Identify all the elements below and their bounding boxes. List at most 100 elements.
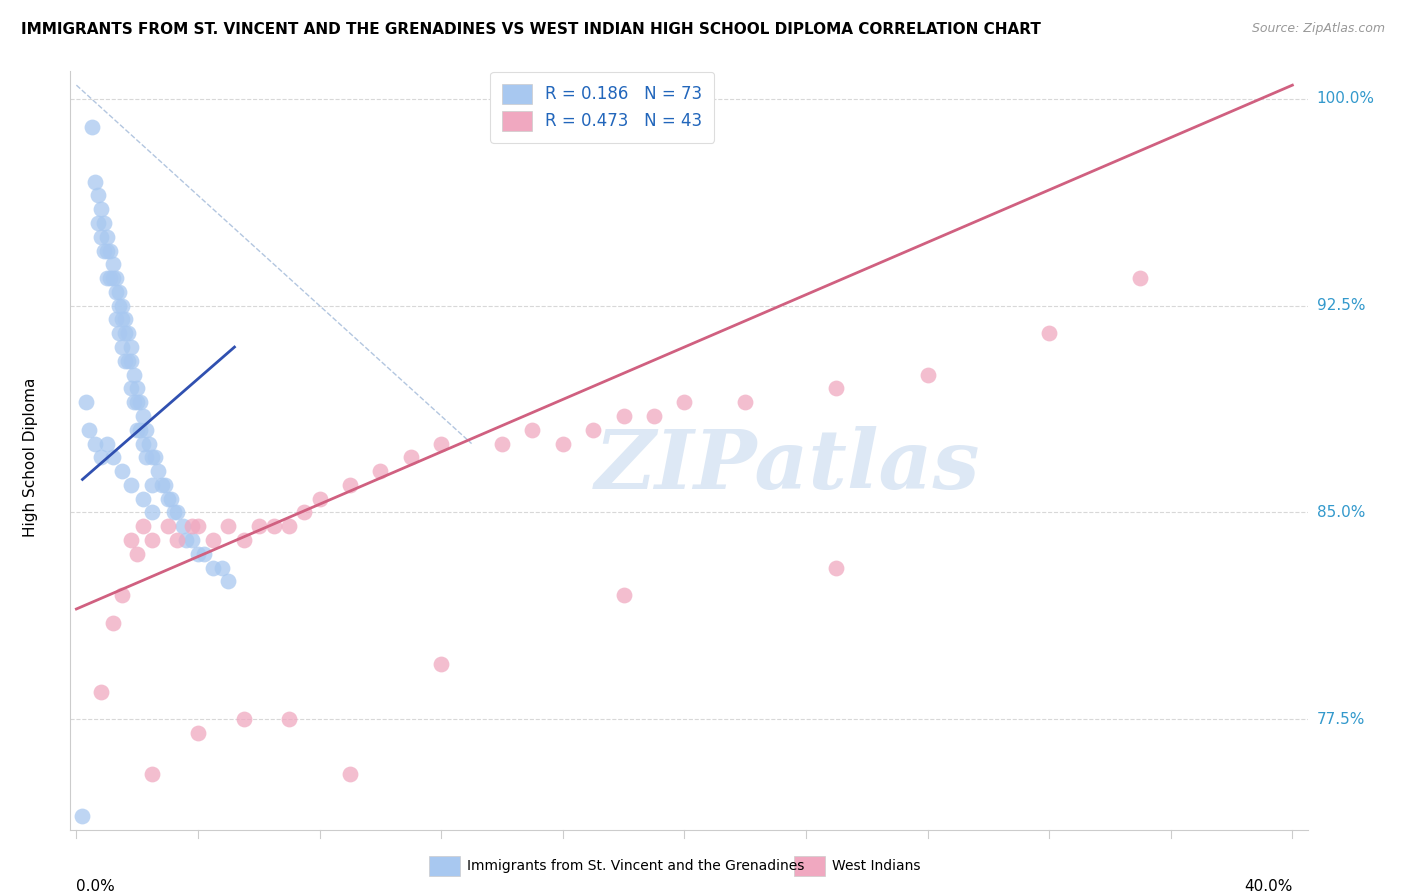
Point [127,547,149,561]
Text: 92.5%: 92.5% [1316,298,1365,313]
Point [141,506,163,520]
Text: Source: ZipAtlas.com: Source: ZipAtlas.com [1251,22,1385,36]
Point [96,436,118,450]
Point [101,450,124,465]
Point [120,533,142,547]
Point [278,519,301,533]
Text: High School Diploma: High School Diploma [24,377,38,537]
Point [98,244,121,258]
Point [148,464,170,478]
Point [339,767,361,781]
Point [90,229,112,244]
Point [430,436,453,450]
Point [141,767,163,781]
Point [114,354,136,368]
Text: 77.5%: 77.5% [1316,712,1365,727]
Point [72,809,94,823]
Point [180,533,202,547]
Point [83,436,105,450]
Point [93,216,115,230]
Point [111,588,134,602]
Point [104,271,127,285]
Point [111,340,134,354]
Point [111,312,134,326]
Point [108,326,131,341]
Point [232,712,254,726]
Point [193,547,215,561]
Point [132,409,155,423]
Point [129,423,152,437]
Point [156,519,179,533]
Point [114,312,136,326]
Point [166,506,188,520]
Point [613,409,636,423]
Point [582,423,605,437]
Point [138,436,160,450]
Point [187,519,209,533]
Point [132,436,155,450]
Point [141,478,163,492]
Point [80,120,103,134]
Point [101,615,124,630]
Point [399,450,422,465]
Point [211,560,233,574]
Point [111,299,134,313]
Text: ZIPatlas: ZIPatlas [595,425,980,506]
Point [83,175,105,189]
Point [491,436,513,450]
Point [551,436,574,450]
Point [101,257,124,271]
Point [339,478,361,492]
Point [96,271,118,285]
Point [108,299,131,313]
Point [111,464,134,478]
Point [159,491,181,506]
Point [135,423,157,437]
Point [141,533,163,547]
Point [187,726,209,740]
Point [156,491,179,506]
Point [163,506,186,520]
Point [734,395,756,409]
Point [643,409,665,423]
Point [117,326,139,341]
Point [132,519,155,533]
Point [141,450,163,465]
Point [129,395,152,409]
Point [96,229,118,244]
Point [90,684,112,698]
Text: 0.0%: 0.0% [76,880,115,892]
Point [180,519,202,533]
Point [825,560,848,574]
Point [90,202,112,217]
Point [187,547,209,561]
Point [202,560,225,574]
Point [292,506,315,520]
Point [174,533,197,547]
Point [263,519,285,533]
Point [120,354,142,368]
Point [77,423,100,437]
Point [120,340,142,354]
Point [430,657,453,672]
Point [308,491,330,506]
Point [117,354,139,368]
Point [150,478,173,492]
Point [101,271,124,285]
Point [120,381,142,395]
Point [522,423,544,437]
Point [172,519,194,533]
Text: 85.0%: 85.0% [1316,505,1365,520]
Point [96,244,118,258]
Point [370,464,392,478]
Text: Immigrants from St. Vincent and the Grenadines: Immigrants from St. Vincent and the Gren… [467,859,804,873]
Point [217,574,239,589]
Point [153,478,176,492]
Point [86,188,108,202]
Point [104,285,127,299]
Point [75,395,97,409]
Point [90,450,112,465]
Point [202,533,225,547]
Text: West Indians: West Indians [832,859,921,873]
Point [122,395,145,409]
